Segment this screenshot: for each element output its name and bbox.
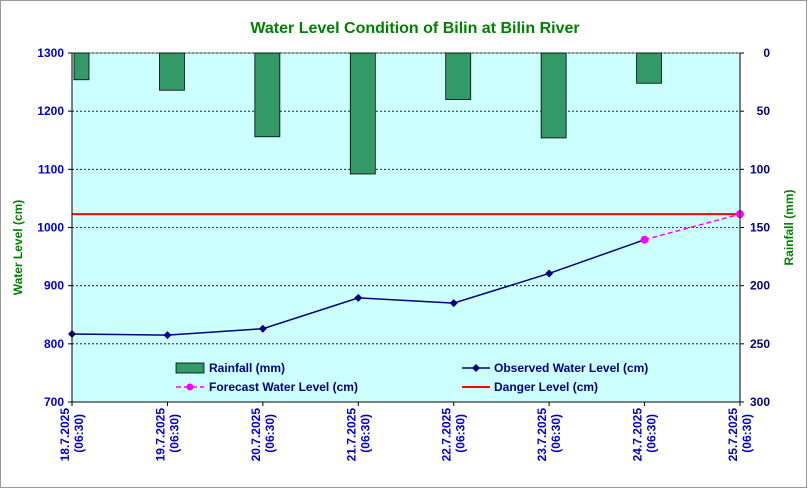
chart-title: Water Level Condition of Bilin at Bilin … xyxy=(250,20,579,37)
x-tick-label: (06:30) xyxy=(167,414,181,453)
right-tick-label: 0 xyxy=(763,46,770,60)
x-tick-label: 25.7.2025 xyxy=(726,408,740,462)
rainfall-bar xyxy=(349,52,376,175)
left-tick-label: 1100 xyxy=(38,162,64,176)
x-tick-group: 24.7.2025 (06:30) xyxy=(631,408,659,462)
legend-label-danger: Danger Level (cm) xyxy=(494,380,598,394)
legend-label-forecast: Forecast Water Level (cm) xyxy=(209,380,358,394)
left-tick-label: 1200 xyxy=(37,104,64,118)
legend-label-rainfall: Rainfall (mm) xyxy=(209,361,285,375)
x-tick-label: (06:30) xyxy=(72,414,86,453)
x-tick-label: 20.7.2025 xyxy=(249,408,263,462)
right-tick-label: 200 xyxy=(750,279,770,293)
right-tick-label: 100 xyxy=(750,162,770,176)
right-tick-label: 150 xyxy=(750,221,770,235)
left-axis-label: Water Level (cm) xyxy=(11,200,25,296)
rainfall-bar xyxy=(636,52,662,84)
forecast-point xyxy=(640,235,649,244)
x-tick-group: 20.7.2025 (06:30) xyxy=(249,408,277,462)
x-tick-label: 19.7.2025 xyxy=(153,408,167,462)
x-tick-group: 25.7.2025 (06:30) xyxy=(726,408,754,462)
observed-point xyxy=(163,331,172,340)
legend: Rainfall (mm) Observed Water Level (cm) Fo… xyxy=(175,361,648,394)
right-tick-label: 50 xyxy=(757,104,771,118)
legend-label-observed: Observed Water Level (cm) xyxy=(494,361,648,375)
legend-marker-observed xyxy=(472,364,480,372)
left-tick-label: 1300 xyxy=(37,46,64,60)
axes: 700 800 900 1000 1100 1200 1300 0 50 100 150 200 250… xyxy=(37,46,770,461)
gridlines xyxy=(72,52,740,345)
right-tick-label: 300 xyxy=(750,395,770,409)
x-tick-label: 24.7.2025 xyxy=(631,408,645,462)
right-axis-label: Rainfall (mm) xyxy=(782,189,796,265)
right-tick-label: 250 xyxy=(750,337,770,351)
x-tick-group: 22.7.2025 (06:30) xyxy=(440,408,468,462)
legend-marker-forecast xyxy=(186,383,194,391)
x-tick-group: 19.7.2025 (06:30) xyxy=(153,408,181,462)
x-tick-group: 23.7.2025 (06:30) xyxy=(535,408,563,462)
rainfall-bars xyxy=(73,52,662,175)
x-tick-label: (06:30) xyxy=(549,414,563,453)
x-tick-group: 21.7.2025 (06:30) xyxy=(344,408,372,462)
x-tick-label: (06:30) xyxy=(740,414,754,453)
forecast-water-level-line xyxy=(644,213,741,241)
observed-point xyxy=(545,269,554,278)
x-tick-label: 22.7.2025 xyxy=(440,408,454,462)
rainfall-bar xyxy=(73,52,90,81)
observed-point xyxy=(354,293,363,302)
observed-point xyxy=(449,299,458,308)
observed-point xyxy=(258,324,267,333)
rainfall-bar xyxy=(540,52,567,139)
rainfall-bar xyxy=(159,52,185,91)
x-tick-group: 18.7.2025 (06:30) xyxy=(58,408,86,462)
x-tick-label: (06:30) xyxy=(645,414,659,453)
x-tick-label: (06:30) xyxy=(263,414,277,453)
rainfall-bar xyxy=(445,52,472,100)
x-tick-label: 23.7.2025 xyxy=(535,408,549,462)
left-tick-label: 800 xyxy=(44,337,64,351)
x-tick-label: (06:30) xyxy=(454,414,468,453)
x-tick-label: 18.7.2025 xyxy=(58,408,72,462)
left-tick-label: 900 xyxy=(44,279,64,293)
x-tick-label: 21.7.2025 xyxy=(344,408,358,462)
x-tick-label: (06:30) xyxy=(358,414,372,453)
left-tick-label: 700 xyxy=(44,395,64,409)
rainfall-bar xyxy=(254,52,281,138)
left-tick-label: 1000 xyxy=(37,221,64,235)
legend-swatch-rainfall xyxy=(175,362,205,374)
